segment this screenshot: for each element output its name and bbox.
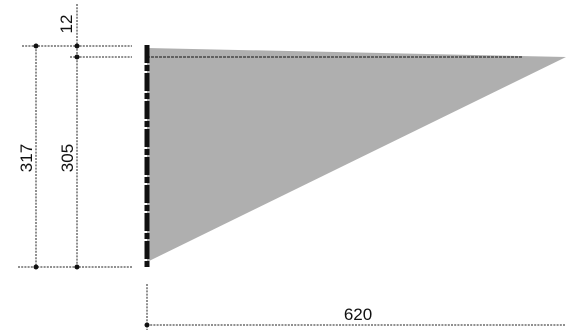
dimension-tick — [33, 264, 39, 270]
dimension-tick — [33, 43, 39, 49]
label-overall-height: 317 — [17, 144, 36, 172]
dimension-tick — [74, 43, 80, 49]
triangular-sail — [147, 48, 566, 262]
dimension-tick — [74, 264, 80, 270]
label-inner-height: 305 — [58, 144, 77, 172]
label-width: 620 — [344, 305, 372, 324]
dimension-tick — [144, 322, 150, 328]
label-offset: 12 — [57, 15, 76, 34]
